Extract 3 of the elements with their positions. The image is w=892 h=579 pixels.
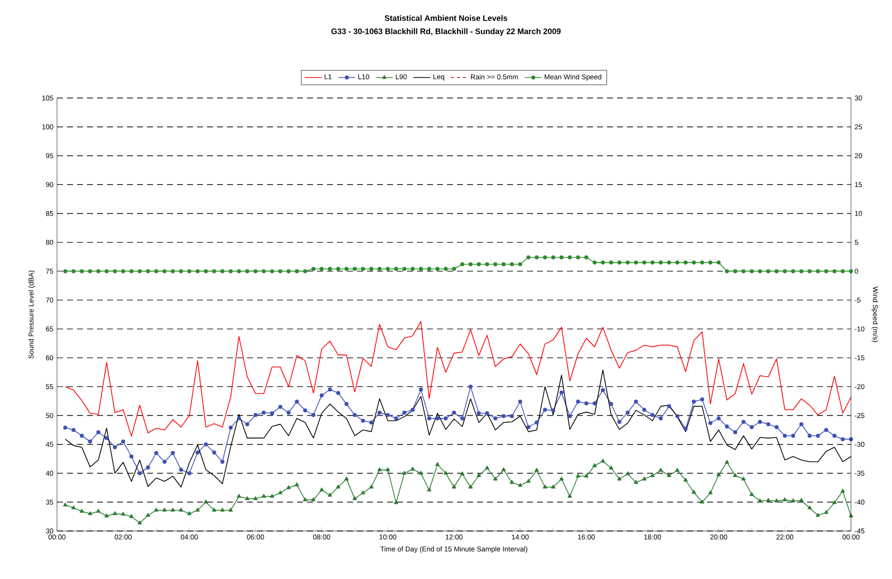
line-series	[64, 321, 852, 437]
chart-title: Statistical Ambient Noise Levels	[384, 15, 508, 21]
chart-subtitle: G33 - 30-1063 Blackhill Rd, Blackhill - Sunday 22 March 2009	[331, 28, 561, 36]
